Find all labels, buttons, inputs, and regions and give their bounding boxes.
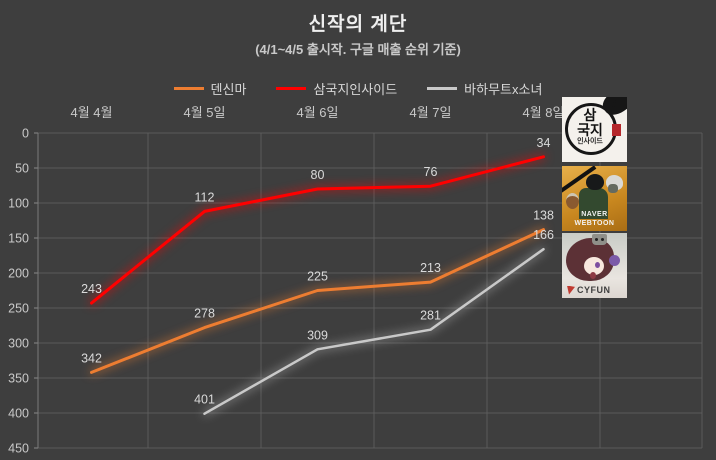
character-mouth [590, 272, 596, 279]
character-body [579, 188, 608, 219]
chart-legend: 덴신마 삼국지인사이드 바하무트x소녀 [0, 79, 716, 98]
flower-icon [609, 255, 620, 266]
data-label: 76 [424, 165, 438, 179]
character-face-right [608, 184, 618, 193]
legend-swatch-icon [427, 87, 458, 90]
cyfun-logo-icon [567, 285, 575, 295]
series-line-0 [90, 228, 545, 374]
data-label: 80 [311, 168, 325, 182]
legend-label: 삼국지인사이드 [313, 82, 398, 97]
chart-subtitle: (4/1~4/5 출시작. 구글 매출 순위 기준) [255, 42, 461, 57]
y-axis-label: 100 [8, 197, 29, 211]
legend-label: 덴신마 [210, 82, 247, 97]
x-axis-label: 4월 6일 [297, 105, 339, 120]
logo-text: 삼 국지 인사이드 [562, 108, 618, 146]
data-label: 281 [420, 309, 441, 323]
data-label: 401 [194, 393, 215, 407]
cyfun-label: CYFUN [577, 285, 611, 295]
data-label: 166 [533, 228, 554, 242]
cyfun-caption: CYFUN [567, 285, 611, 295]
data-label: 112 [195, 190, 215, 204]
y-axis-label: 400 [8, 407, 29, 421]
y-axis-label: 200 [8, 267, 29, 281]
data-label: 138 [533, 209, 554, 223]
logo-line-3: 인사이드 [577, 138, 603, 146]
y-axis-label: 450 [8, 442, 29, 456]
data-label: 225 [307, 270, 328, 284]
data-label: 243 [81, 282, 102, 296]
x-axis-label: 4월 4월 [71, 105, 113, 120]
character-head-main [586, 174, 604, 190]
character-eye [595, 262, 600, 268]
red-seal-icon [612, 124, 621, 136]
x-axis-label: 4월 8일 [523, 105, 565, 120]
legend-item-2: 바하무트x소녀 [427, 79, 542, 98]
x-axis-label: 4월 7일 [410, 105, 452, 120]
y-axis-label: 350 [8, 372, 29, 386]
series-line-2 [203, 247, 545, 415]
y-axis-label: 150 [8, 232, 29, 246]
y-axis-label: 0 [22, 127, 29, 141]
x-axis-label: 4월 5일 [184, 105, 226, 120]
legend-item-1: 삼국지인사이드 [276, 79, 397, 98]
skull-crown-icon [592, 234, 607, 245]
y-axis-label: 300 [8, 337, 29, 351]
data-label: 34 [537, 136, 551, 150]
y-axis-label: 250 [8, 302, 29, 316]
logo-line-1: 삼 [583, 107, 597, 123]
y-axis-label: 50 [15, 162, 29, 176]
logo-line-2: 국지 [577, 121, 603, 138]
legend-label: 바하무트x소녀 [464, 82, 543, 97]
data-label: 342 [81, 351, 102, 365]
character-head-left [566, 193, 579, 209]
legend-swatch-icon [173, 87, 204, 90]
character-face [584, 257, 604, 275]
legend-item-0: 덴신마 [173, 79, 247, 98]
legend-swatch-icon [276, 87, 307, 90]
thumbnail-cyfun: CYFUN [562, 233, 627, 298]
data-label: 213 [420, 261, 441, 275]
naver-webtoon-label: NAVER WEBTOON [574, 211, 615, 227]
chart-title: 신작의 계단 [308, 14, 408, 35]
series-line-1 [90, 155, 545, 305]
data-label: 309 [307, 328, 328, 342]
naver-webtoon-caption: NAVER WEBTOON [562, 211, 627, 228]
data-label: 278 [194, 307, 215, 321]
thumbnail-naver-webtoon: NAVER WEBTOON [562, 166, 627, 231]
thumbnail-samgukji-inside: 삼 국지 인사이드 [562, 97, 627, 162]
